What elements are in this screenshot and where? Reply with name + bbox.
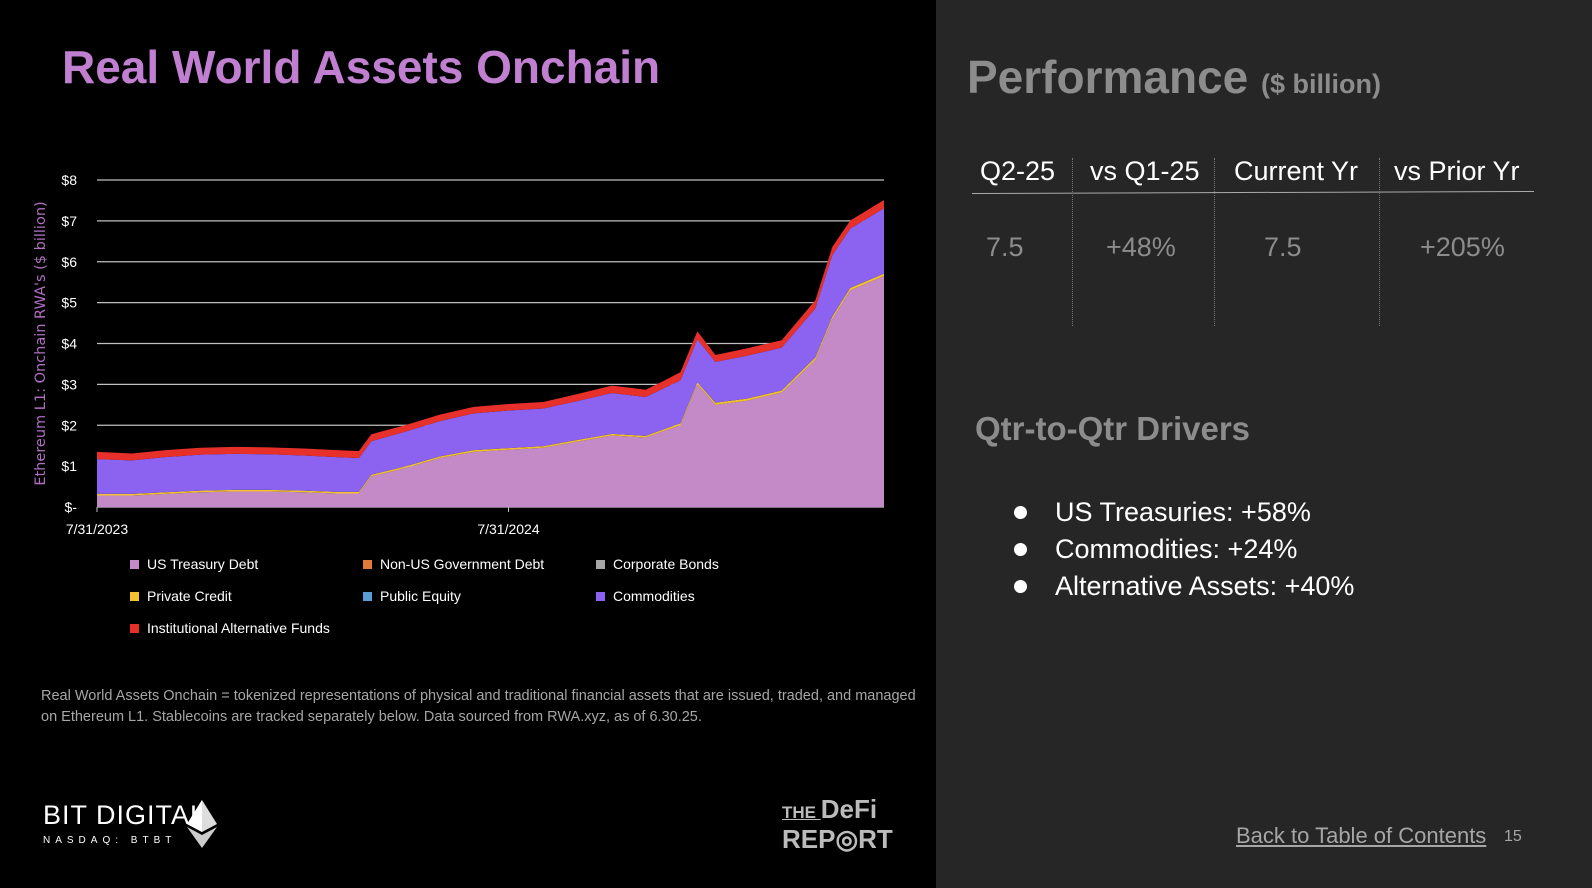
value-q2-25: 7.5 bbox=[986, 232, 1024, 262]
x-tick-label: 7/31/2023 bbox=[66, 521, 128, 537]
value-current-yr: 7.5 bbox=[1264, 232, 1302, 262]
footnote: Real World Assets Onchain = tokenized re… bbox=[41, 688, 916, 725]
driver-item: Alternative Assets: +40% bbox=[1014, 571, 1354, 602]
bullet-icon bbox=[1014, 580, 1027, 593]
legend-item: Commodities bbox=[596, 588, 695, 604]
header-current-yr: Current Yr bbox=[1234, 156, 1359, 186]
area-commodities bbox=[97, 208, 884, 494]
legend-label: Public Equity bbox=[380, 588, 461, 604]
legend-swatch bbox=[130, 559, 139, 569]
legend-item: US Treasury Debt bbox=[130, 556, 258, 572]
header-vs-q1-25: vs Q1-25 bbox=[1090, 156, 1200, 186]
legend-swatch bbox=[130, 623, 139, 633]
legend-item: Institutional Alternative Funds bbox=[130, 620, 330, 636]
legend-swatch bbox=[363, 559, 372, 569]
right-panel bbox=[936, 0, 1592, 888]
legend-item: Non-US Government Debt bbox=[363, 556, 544, 572]
legend-label: Non-US Government Debt bbox=[380, 556, 545, 572]
page-number: 15 bbox=[1504, 828, 1522, 845]
area-institutional-alternative-funds bbox=[97, 200, 884, 461]
y-tick-label: $7 bbox=[61, 213, 77, 229]
header-vs-prior-yr: vs Prior Yr bbox=[1394, 156, 1520, 186]
drivers-title: Qtr-to-Qtr Drivers bbox=[975, 410, 1251, 447]
left-panel: Real World Assets Onchain $- $1 $2 $3 $4 $5 $6… bbox=[33, 41, 916, 854]
legend-swatch bbox=[596, 559, 605, 569]
bullet-icon bbox=[1014, 543, 1027, 556]
legend-item: Corporate Bonds bbox=[596, 556, 719, 572]
legend-swatch bbox=[596, 591, 605, 601]
performance-title: Performance ($ billion) bbox=[967, 51, 1381, 103]
y-tick-label: $1 bbox=[61, 458, 77, 474]
ethereum-icon bbox=[187, 800, 217, 848]
column-divider bbox=[1379, 158, 1380, 326]
y-tick-label: $- bbox=[65, 499, 78, 515]
header-q2-25: Q2-25 bbox=[980, 156, 1056, 186]
driver-item: US Treasuries: +58% bbox=[1014, 497, 1311, 528]
area-us-treasury-debt bbox=[97, 276, 884, 507]
y-tick-label: $2 bbox=[61, 417, 77, 433]
value-vs-prior-yr: +205% bbox=[1420, 232, 1505, 262]
rwa-stacked-area-chart: $- $1 $2 $3 $4 $5 $6 $7 $8 7/31/2023 7/31/2024 Ethe… bbox=[33, 172, 884, 537]
column-divider bbox=[1072, 158, 1073, 326]
legend-swatch bbox=[130, 591, 139, 601]
legend-item: Public Equity bbox=[363, 588, 461, 604]
back-to-toc-link[interactable]: Back to Table of Contents bbox=[1236, 823, 1487, 848]
y-tick-label: $4 bbox=[61, 336, 77, 352]
defi-report-logo: THE DeFi REP◎RT bbox=[782, 794, 893, 854]
legend-label: US Treasury Debt bbox=[147, 556, 259, 572]
driver-item: Commodities: +24% bbox=[1014, 534, 1297, 565]
y-axis-label: Ethereum L1: Onchain RWA's ($ billion) bbox=[33, 201, 49, 485]
bullet-icon bbox=[1014, 506, 1027, 519]
x-tick-label: 7/31/2024 bbox=[477, 521, 539, 537]
legend-label: Commodities bbox=[613, 588, 695, 604]
legend-label: Institutional Alternative Funds bbox=[147, 620, 330, 636]
legend-swatch bbox=[363, 591, 372, 601]
y-tick-label: $3 bbox=[61, 376, 77, 392]
y-tick-label: $5 bbox=[61, 295, 77, 311]
legend-item: Private Credit bbox=[130, 588, 232, 604]
value-vs-q1-25: +48% bbox=[1106, 232, 1176, 262]
legend-label: Corporate Bonds bbox=[613, 556, 719, 572]
bit-digital-logo: BIT DIGITAL NASDAQ: BTBT bbox=[43, 800, 207, 846]
page-title: Real World Assets Onchain bbox=[62, 41, 661, 93]
legend-label: Private Credit bbox=[147, 588, 232, 604]
y-tick-label: $8 bbox=[61, 172, 77, 188]
column-divider bbox=[1214, 158, 1215, 326]
y-tick-label: $6 bbox=[61, 254, 77, 270]
